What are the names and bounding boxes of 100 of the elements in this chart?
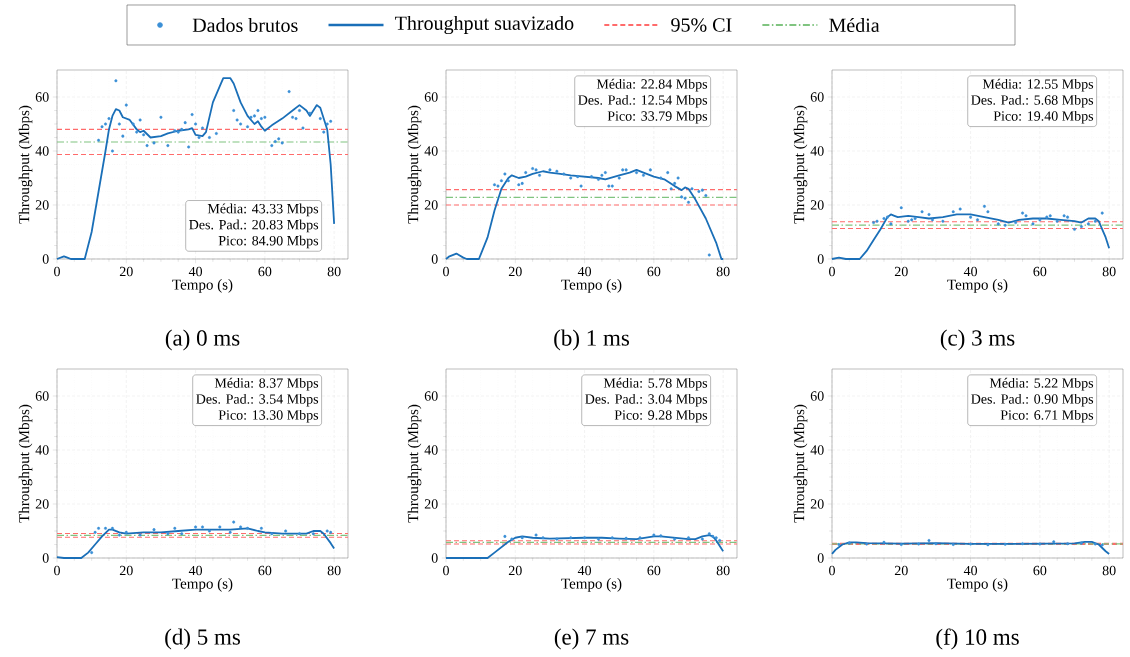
point bbox=[690, 187, 694, 191]
point bbox=[270, 532, 274, 536]
x-axis-title: Tempo (s) bbox=[172, 578, 233, 592]
point bbox=[325, 122, 329, 126]
point bbox=[906, 219, 910, 223]
y-tick-label: 0 bbox=[817, 553, 824, 563]
x-tick-label: 60 bbox=[258, 565, 272, 576]
point bbox=[107, 117, 111, 121]
point bbox=[298, 532, 301, 536]
x-tick-label: 40 bbox=[188, 266, 203, 277]
x-tick-label: 60 bbox=[647, 565, 661, 576]
point bbox=[273, 140, 277, 144]
point bbox=[610, 184, 614, 188]
point bbox=[707, 253, 711, 257]
x-tick-label: 80 bbox=[1102, 266, 1116, 277]
point bbox=[958, 207, 962, 211]
point bbox=[97, 138, 101, 142]
point bbox=[669, 187, 673, 191]
point bbox=[666, 171, 670, 175]
point bbox=[624, 168, 628, 172]
point bbox=[110, 526, 114, 530]
x-tick-label: 60 bbox=[647, 266, 661, 277]
y-axis-title: Throughput (Mbps) bbox=[793, 404, 808, 523]
annotation: Média: 8.37 Mbps bbox=[214, 377, 319, 391]
point bbox=[889, 222, 893, 226]
point bbox=[145, 144, 149, 148]
point bbox=[596, 177, 600, 181]
point bbox=[1014, 221, 1018, 225]
point bbox=[124, 530, 128, 534]
point bbox=[697, 190, 701, 193]
text: (f) 10 ms bbox=[936, 628, 1019, 650]
point bbox=[104, 122, 107, 126]
point bbox=[982, 204, 986, 208]
y-tick-label: 20 bbox=[810, 499, 824, 509]
x-tick-label: 20 bbox=[119, 266, 133, 277]
point bbox=[117, 122, 121, 126]
point bbox=[538, 173, 542, 177]
annotation: Des. Pad.: 0.90 Mbps bbox=[971, 393, 1094, 407]
legend-label: Média bbox=[829, 17, 880, 33]
point bbox=[1093, 219, 1097, 223]
x-tick-label: 40 bbox=[963, 565, 978, 576]
point bbox=[673, 181, 677, 185]
point bbox=[885, 215, 889, 219]
x-tick-label: 60 bbox=[1033, 266, 1047, 277]
point bbox=[1055, 219, 1059, 223]
x-tick-label: 20 bbox=[119, 565, 133, 576]
point bbox=[256, 109, 260, 112]
point bbox=[259, 526, 263, 530]
point bbox=[218, 525, 222, 529]
point bbox=[503, 172, 507, 176]
point bbox=[1073, 227, 1076, 231]
point bbox=[1003, 223, 1007, 227]
annotation: Média: 22.84 Mbps bbox=[596, 78, 708, 92]
y-tick-label: 20 bbox=[424, 499, 438, 509]
point bbox=[138, 118, 142, 122]
x-tick-label: 20 bbox=[508, 266, 522, 277]
point bbox=[97, 526, 101, 530]
point bbox=[322, 130, 326, 134]
point bbox=[648, 168, 652, 172]
annotation: Des. Pad.: 12.54 Mbps bbox=[578, 94, 708, 108]
y-tick-label: 0 bbox=[431, 254, 438, 264]
point bbox=[576, 175, 580, 179]
point bbox=[635, 171, 639, 175]
y-tick-label: 0 bbox=[817, 254, 824, 264]
x-tick-label: 80 bbox=[327, 266, 341, 277]
annotation: Pico: 13.30 Mbps bbox=[218, 409, 319, 423]
x-tick-label: 20 bbox=[508, 565, 522, 576]
point bbox=[499, 179, 503, 183]
text: (a) 0 ms bbox=[165, 329, 240, 351]
x-axis-title: Tempo (s) bbox=[172, 279, 233, 293]
point bbox=[152, 528, 156, 532]
point bbox=[246, 526, 250, 530]
point bbox=[520, 181, 524, 185]
point bbox=[579, 184, 583, 188]
point bbox=[531, 167, 535, 171]
annotation: Pico: 19.40 Mbps bbox=[993, 110, 1094, 124]
point bbox=[114, 79, 118, 83]
y-tick-label: 60 bbox=[810, 92, 824, 102]
point bbox=[617, 176, 621, 180]
x-axis-title: Tempo (s) bbox=[561, 578, 622, 592]
legend-label: Throughput suavizado bbox=[395, 15, 574, 35]
text: (c) 3 ms bbox=[940, 329, 1015, 351]
point bbox=[659, 176, 663, 180]
point bbox=[131, 122, 135, 126]
annotation: Pico: 9.28 Mbps bbox=[614, 409, 708, 423]
point bbox=[1066, 215, 1070, 219]
annotation: Des. Pad.: 5.68 Mbps bbox=[971, 94, 1094, 108]
point bbox=[1086, 222, 1090, 226]
point bbox=[287, 90, 291, 94]
point bbox=[687, 200, 690, 204]
x-tick-label: 0 bbox=[829, 565, 835, 576]
point bbox=[641, 173, 645, 177]
point bbox=[301, 126, 305, 130]
y-tick-label: 0 bbox=[42, 254, 49, 264]
legend-label: 95% CI bbox=[671, 18, 732, 32]
point bbox=[232, 109, 236, 112]
point bbox=[194, 122, 198, 126]
point bbox=[270, 144, 274, 148]
y-tick-label: 40 bbox=[35, 146, 49, 156]
point bbox=[252, 114, 256, 118]
